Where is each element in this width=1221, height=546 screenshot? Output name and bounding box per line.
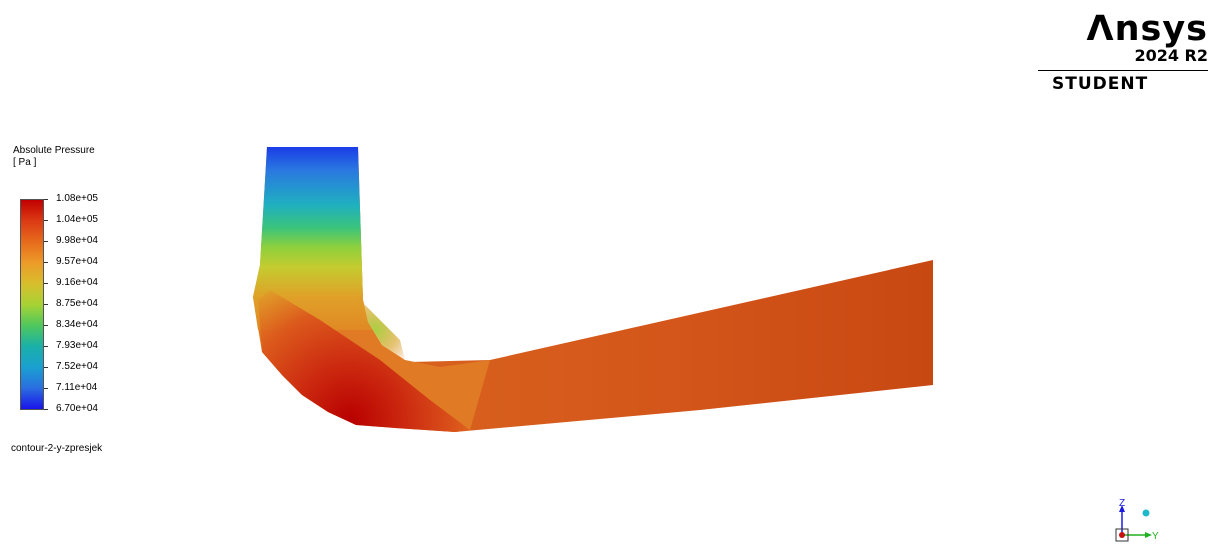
contour-name: contour-2-y-zpresjek: [11, 443, 103, 454]
legend-unit: [ Pa ]: [13, 157, 37, 168]
legend-tick-label: 8.34e+04: [56, 319, 98, 330]
legend-tick: [44, 199, 48, 200]
low-pressure-corner: [355, 290, 405, 360]
logo-version: 2024 R2: [1134, 46, 1208, 65]
outlet-pipe: [410, 260, 933, 432]
legend-tick: [44, 325, 48, 326]
legend-tick-label: 9.98e+04: [56, 235, 98, 246]
legend-tick: [44, 262, 48, 263]
z-axis-label: Z: [1119, 498, 1125, 509]
legend-tick-label: 7.11e+04: [56, 382, 98, 393]
legend-tick: [44, 304, 48, 305]
triad-origin-box: [1115, 528, 1129, 542]
logo-brand: Λnsys: [1086, 9, 1208, 49]
z-axis-arrow: [1119, 505, 1125, 512]
inlet-pipe: [253, 147, 372, 330]
legend-tick: [44, 283, 48, 284]
high-pressure-zone: [258, 290, 470, 432]
legend-tick-label: 8.75e+04: [56, 298, 98, 309]
legend-tick-label: 9.16e+04: [56, 277, 98, 288]
legend-tick-label: 1.04e+05: [56, 214, 98, 225]
legend-tick-label: 1.08e+05: [56, 193, 98, 204]
legend-tick: [44, 409, 48, 410]
legend-tick-label: 7.93e+04: [56, 340, 98, 351]
logo-divider: [1038, 70, 1208, 71]
legend-tick-label: 6.70e+04: [56, 403, 98, 414]
legend-tick-label: 9.57e+04: [56, 256, 98, 267]
legend-tick-label: 7.52e+04: [56, 361, 98, 372]
y-axis-arrow: [1145, 532, 1152, 538]
legend-tick: [44, 388, 48, 389]
legend-tick: [44, 220, 48, 221]
axis-triad[interactable]: Z Y: [1105, 497, 1161, 543]
pressure-colorbar: [20, 199, 44, 410]
legend-title: Absolute Pressure: [13, 145, 95, 156]
logo-edition: STUDENT: [1052, 74, 1149, 94]
legend-tick: [44, 241, 48, 242]
triad-sphere-icon: [1142, 509, 1150, 517]
ansys-logo: Λnsys 2024 R2 STUDENT: [1036, 10, 1208, 96]
legend-tick: [44, 346, 48, 347]
y-axis-label: Y: [1152, 531, 1159, 542]
legend-tick: [44, 367, 48, 368]
x-axis-dot: [1119, 532, 1125, 538]
